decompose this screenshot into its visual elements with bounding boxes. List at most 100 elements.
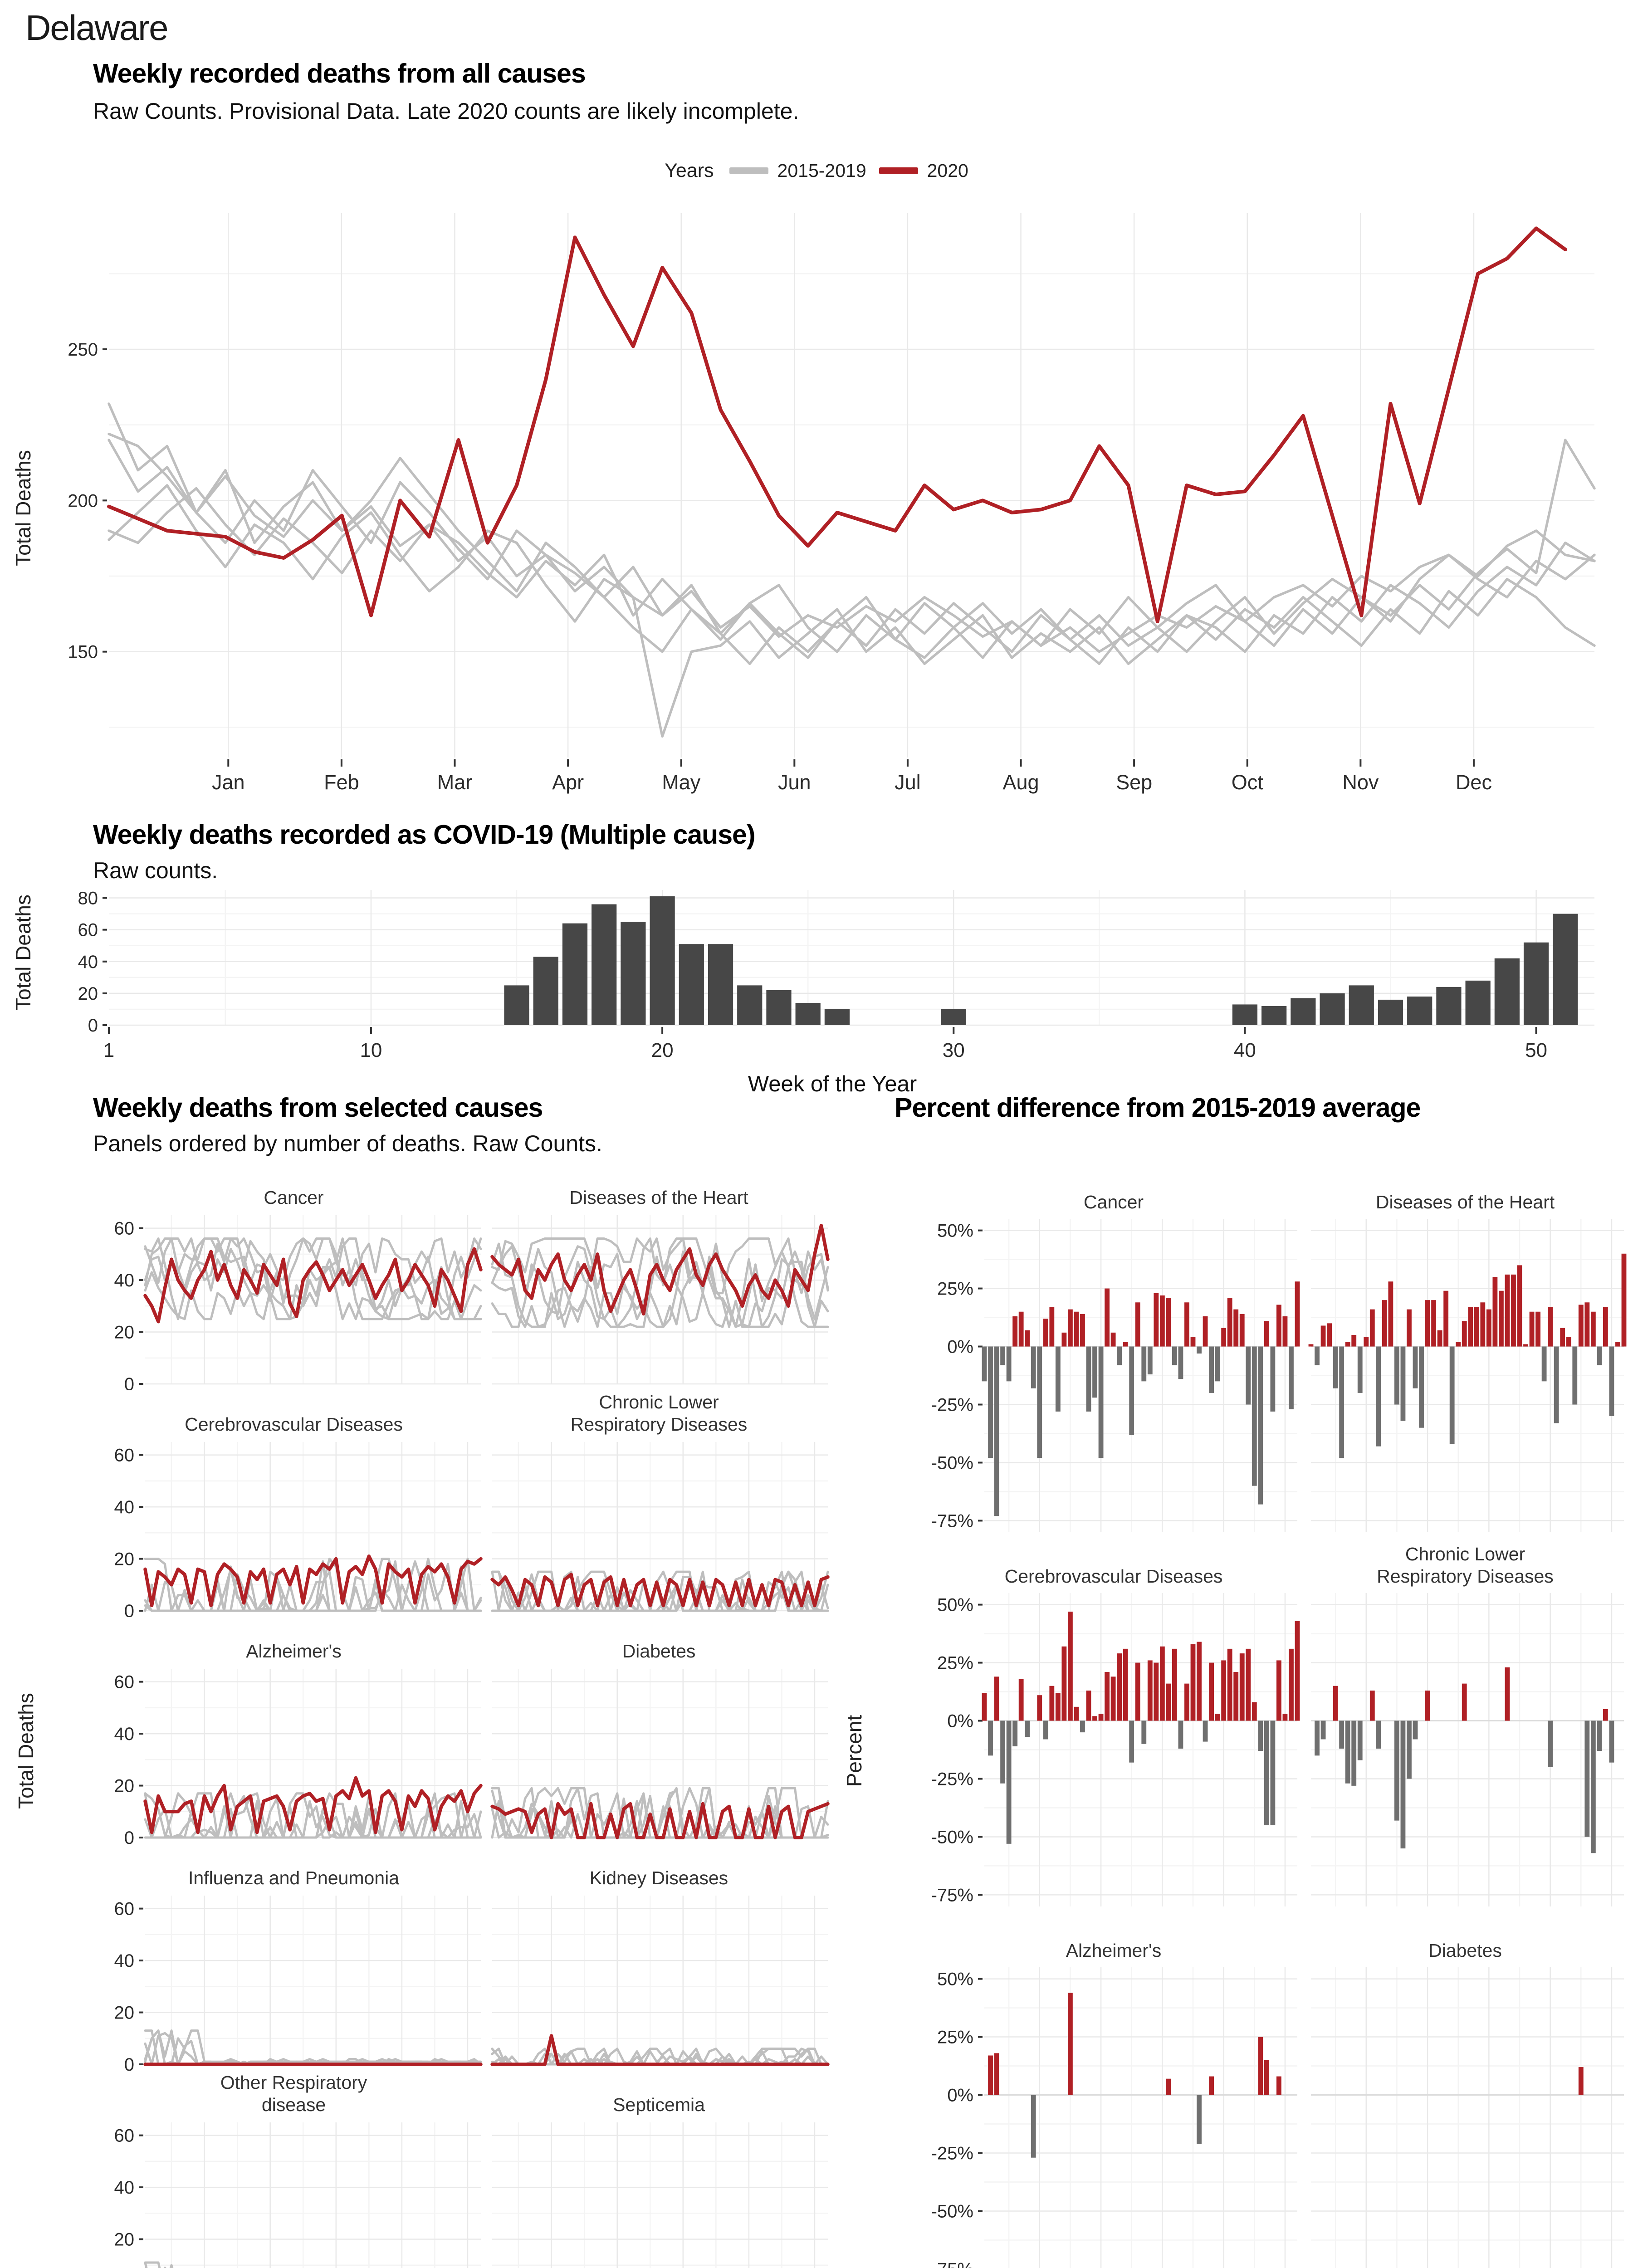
legend-item-2020: 2020 (879, 160, 968, 181)
panel-title: Diabetes (1428, 1940, 1502, 1961)
panel-chart (485, 1209, 832, 1393)
covid-chart: 0 20 40 60 80 1 10 20 30 40 50 (50, 885, 1615, 1069)
svg-text:150: 150 (68, 642, 98, 662)
svg-text:0%: 0% (947, 1711, 973, 1731)
percent-diff-panel: Diseases of the Heart (1302, 1166, 1628, 1540)
svg-text:40: 40 (78, 952, 98, 972)
svg-text:0: 0 (88, 1016, 98, 1036)
svg-text:40: 40 (114, 1271, 135, 1290)
panel-title: Diabetes (622, 1640, 696, 1662)
covid-y-axis-label: Total Deaths (11, 894, 35, 1011)
svg-text:-25%: -25% (931, 1395, 973, 1415)
percent-diff-title: Percent difference from 2015-2019 averag… (895, 1093, 1421, 1123)
svg-text:-50%: -50% (931, 1453, 973, 1473)
all-causes-chart: 150 200 250 Jan Feb Mar Apr May Jun Jul Aug Sep Oct N… (50, 200, 1615, 812)
percent-diff-panel: Alzheimer's50%25%0%-25%-50%-75%110203040… (925, 1914, 1302, 2268)
all-causes-title: Weekly recorded deaths from all causes (93, 59, 586, 88)
svg-text:20: 20 (651, 1039, 674, 1061)
selected-cause-panel: Alzheimer's 0 20 40 60 (102, 1619, 485, 1848)
selected-cause-panel: Diseases of the Heart (485, 1166, 832, 1393)
svg-text:40: 40 (1234, 1039, 1256, 1061)
svg-text:Feb: Feb (324, 771, 359, 794)
panel-chart: 50% 25% 0% -25% -50% -75% (925, 1213, 1302, 1540)
selected-cause-panel: Septicemia11020304050 (485, 2073, 832, 2268)
panel-chart: 0 20 40 60 (102, 1662, 485, 1848)
selected-cause-panel: Cancer 0 20 40 60 (102, 1166, 485, 1394)
percent-y-axis-label: Percent (842, 1715, 866, 1787)
svg-text:10: 10 (360, 1039, 382, 1061)
selected-causes-title: Weekly deaths from selected causes (93, 1093, 543, 1123)
svg-text:60: 60 (114, 1219, 135, 1239)
selected-cause-panel: Other Respiratory disease020406011020304… (102, 2072, 485, 2268)
panel-title: Cancer (264, 1187, 324, 1208)
svg-text:-75%: -75% (931, 1885, 973, 1905)
svg-text:25%: 25% (937, 2028, 973, 2048)
svg-text:0: 0 (124, 1374, 134, 1390)
panel-chart: 50% 25% 0% -25% -50% -75% (925, 1588, 1302, 1914)
panel-title: Diseases of the Heart (1375, 1191, 1555, 1212)
selected-cause-panel: Cerebrovascular Diseases 0 20 40 60 (102, 1393, 485, 1621)
svg-text:Jul: Jul (895, 771, 921, 794)
percent-diff-panel: Cancer 50% 25% 0% -25% -50% -75% (925, 1166, 1302, 1540)
svg-text:-25%: -25% (931, 2143, 973, 2163)
svg-text:50: 50 (1525, 1039, 1547, 1061)
panel-chart (485, 1662, 832, 1846)
svg-text:-75%: -75% (931, 1511, 973, 1531)
all-causes-subtitle: Raw Counts. Provisional Data. Late 2020 … (93, 98, 799, 124)
selected-cause-panel: Kidney Diseases (485, 1846, 832, 2073)
svg-text:30: 30 (943, 1039, 965, 1061)
legend-years: Years 2015-2019 2020 (0, 160, 1633, 182)
panel-title: Cerebrovascular Diseases (185, 1413, 403, 1435)
svg-text:0: 0 (124, 2055, 134, 2071)
svg-text:20: 20 (114, 2003, 135, 2023)
selected-cause-panel: Influenza and Pneumonia 0 20 40 60 (102, 1846, 485, 2075)
svg-text:60: 60 (78, 920, 98, 940)
panel-chart: 0 20 40 60 (102, 1436, 485, 1621)
svg-text:50%: 50% (937, 1595, 973, 1615)
percent-diff-grid: Cancer 50% 25% 0% -25% -50% -75% Diseases of th… (925, 1166, 1628, 2268)
svg-text:Nov: Nov (1342, 771, 1379, 794)
svg-text:Mar: Mar (437, 771, 473, 794)
panel-chart: 0 20 40 60 (102, 1209, 485, 1394)
covid-title: Weekly deaths recorded as COVID-19 (Mult… (93, 820, 755, 850)
panel-title: Kidney Diseases (589, 1867, 728, 1888)
legend-item-2015-2019: 2015-2019 (729, 160, 866, 181)
svg-text:40: 40 (114, 1497, 135, 1517)
svg-text:Jan: Jan (212, 771, 245, 794)
svg-text:60: 60 (114, 1899, 135, 1919)
legend-label: Years (665, 160, 714, 181)
svg-text:40: 40 (114, 1724, 135, 1744)
svg-text:20: 20 (114, 2230, 135, 2250)
all-causes-y-axis-label: Total Deaths (11, 450, 35, 566)
panel-chart (485, 1436, 832, 1619)
panel-title: Chronic Lower Respiratory Diseases (1377, 1543, 1554, 1587)
selected-causes-subtitle: Panels ordered by number of deaths. Raw … (93, 1131, 602, 1156)
svg-text:60: 60 (114, 2126, 135, 2146)
svg-text:200: 200 (68, 491, 98, 511)
gray-line-swatch-icon (729, 167, 768, 174)
svg-text:Apr: Apr (552, 771, 584, 794)
selected-causes-y-axis-label: Total Deaths (14, 1693, 38, 1809)
svg-text:Aug: Aug (1002, 771, 1039, 794)
svg-text:0%: 0% (947, 1337, 973, 1357)
svg-text:0: 0 (124, 1601, 134, 1617)
panel-title: Influenza and Pneumonia (188, 1867, 399, 1888)
svg-text:40: 40 (114, 2178, 135, 2198)
panel-title: Diseases of the Heart (569, 1187, 748, 1208)
panel-chart (485, 1889, 832, 2073)
panel-chart (1302, 1588, 1628, 1914)
svg-text:20: 20 (114, 1549, 135, 1569)
selected-cause-panel: Diabetes (485, 1619, 832, 1846)
svg-text:50%: 50% (937, 1221, 973, 1241)
panel-title: Alzheimer's (1066, 1940, 1162, 1961)
svg-text:0: 0 (124, 1828, 134, 1844)
panel-title: Cancer (1083, 1191, 1144, 1212)
svg-text:Jun: Jun (778, 771, 811, 794)
legend-item-label: 2015-2019 (777, 160, 866, 181)
percent-diff-panel: Cerebrovascular Diseases 50% 25% 0% -25% -50%… (925, 1540, 1302, 1914)
panel-title: Septicemia (613, 2094, 705, 2115)
svg-text:40: 40 (114, 1951, 135, 1971)
